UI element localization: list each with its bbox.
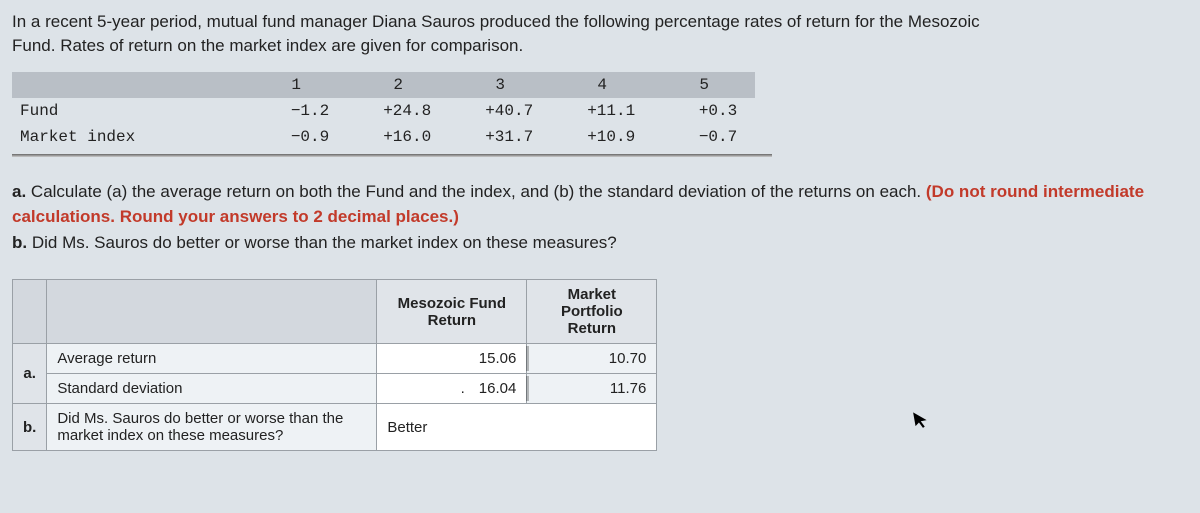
avg-return-market: 10.70 xyxy=(527,344,657,374)
table-row: Standard deviation .16.04 11.76 xyxy=(13,374,657,404)
year-header-1: 1 xyxy=(245,72,347,98)
answer-table: Mesozoic Fund Return Market Portfolio Re… xyxy=(12,279,657,451)
table-row: b. Did Ms. Sauros do better or worse tha… xyxy=(13,404,657,451)
questions-block: a. Calculate (a) the average return on b… xyxy=(12,179,1188,256)
stddev-mesozoic[interactable]: .16.04 xyxy=(377,374,527,404)
section-b-question: Did Ms. Sauros do better or worse than t… xyxy=(47,404,377,451)
divider xyxy=(12,154,772,157)
section-a-label: a. xyxy=(13,344,47,404)
section-b-label: b. xyxy=(13,404,47,451)
market-row-label: Market index xyxy=(12,124,245,150)
fund-value-3: +40.7 xyxy=(449,98,551,124)
question-a-text: Calculate (a) the average return on both… xyxy=(26,182,926,201)
intro-line-2: Fund. Rates of return on the market inde… xyxy=(12,36,523,55)
section-b-answer[interactable]: Better xyxy=(377,404,657,451)
fund-value-1: −1.2 xyxy=(245,98,347,124)
table-row: Market index −0.9 +16.0 +31.7 +10.9 −0.7 xyxy=(12,124,755,150)
year-header-3: 3 xyxy=(449,72,551,98)
market-value-2: +16.0 xyxy=(347,124,449,150)
market-value-5: −0.7 xyxy=(653,124,755,150)
fund-value-4: +11.1 xyxy=(551,98,653,124)
intro-text: In a recent 5-year period, mutual fund m… xyxy=(12,10,1188,58)
year-header-2: 2 xyxy=(347,72,449,98)
stddev-label: Standard deviation xyxy=(47,374,377,404)
fund-value-5: +0.3 xyxy=(653,98,755,124)
empty-header xyxy=(47,280,377,344)
question-b-text: Did Ms. Sauros do better or worse than t… xyxy=(27,233,617,252)
table-row: a. Average return 15.06 10.70 xyxy=(13,344,657,374)
fund-value-2: +24.8 xyxy=(347,98,449,124)
question-b-prefix: b. xyxy=(12,233,27,252)
mouse-cursor-icon xyxy=(912,409,932,436)
table-row: Fund −1.2 +24.8 +40.7 +11.1 +0.3 xyxy=(12,98,755,124)
returns-data-table: 1 2 3 4 5 Fund −1.2 +24.8 +40.7 +11.1 +0… xyxy=(12,72,755,150)
mesozoic-header: Mesozoic Fund Return xyxy=(377,280,527,344)
question-a-prefix: a. xyxy=(12,182,26,201)
avg-return-mesozoic[interactable]: 15.06 xyxy=(377,344,527,374)
market-value-4: +10.9 xyxy=(551,124,653,150)
year-header-5: 5 xyxy=(653,72,755,98)
intro-line-1: In a recent 5-year period, mutual fund m… xyxy=(12,12,980,31)
year-header-4: 4 xyxy=(551,72,653,98)
market-value-3: +31.7 xyxy=(449,124,551,150)
fund-row-label: Fund xyxy=(12,98,245,124)
stddev-market: 11.76 xyxy=(527,374,657,404)
avg-return-label: Average return xyxy=(47,344,377,374)
market-value-1: −0.9 xyxy=(245,124,347,150)
corner-cell xyxy=(13,280,47,344)
market-header: Market Portfolio Return xyxy=(527,280,657,344)
